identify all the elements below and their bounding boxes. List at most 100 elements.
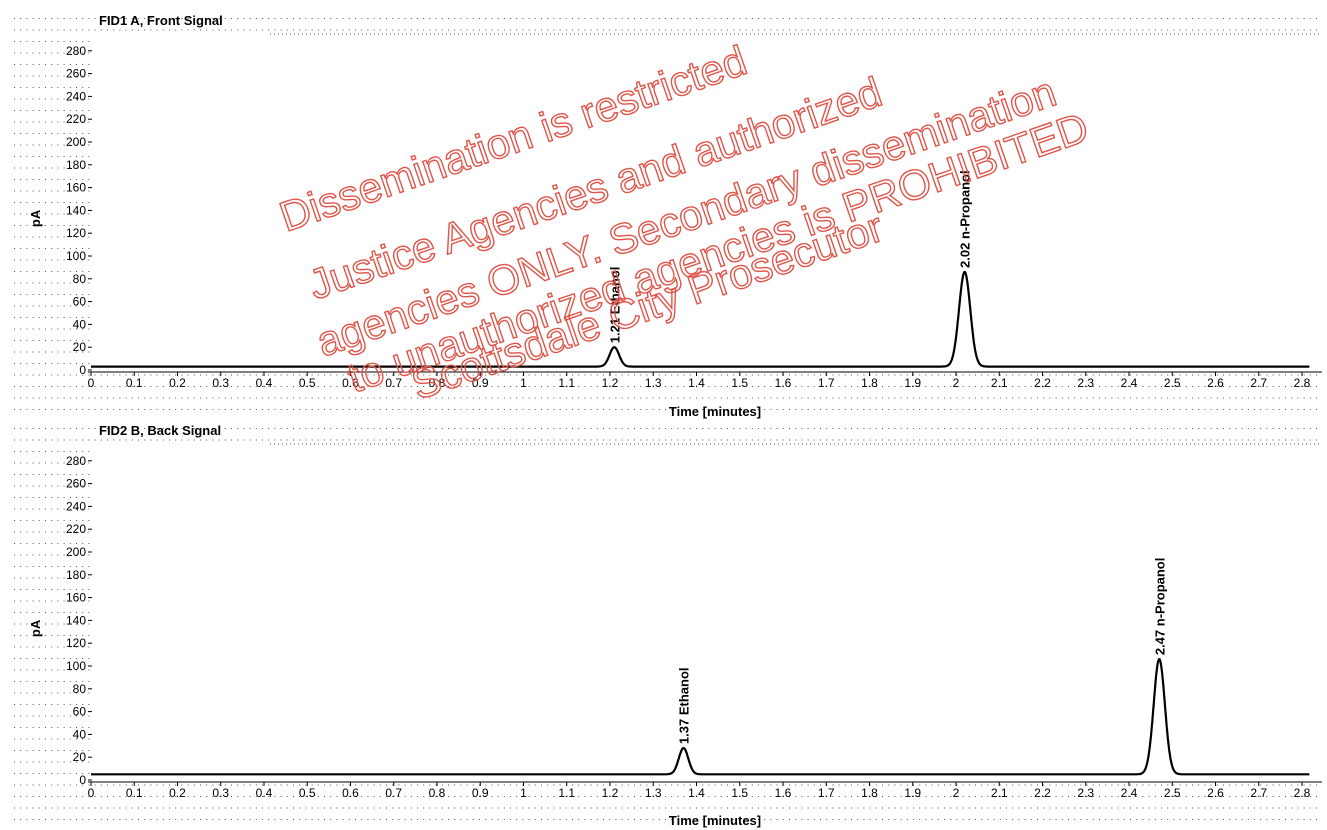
x-tick-label: 2.2 [1034,376,1051,390]
x-tick-label: 2.5 [1164,786,1181,800]
y-tick-label: 240 [66,89,86,103]
x-tick-label: 1 [520,786,527,800]
y-tick-label: 160 [66,181,86,195]
y-tick-label: 160 [66,591,86,605]
peak-label-1: 1.37 Ethanol [677,668,692,745]
x-tick-label: 1.5 [731,376,748,390]
x-tick-label: 2 [953,786,960,800]
x-tick-label: 1.4 [688,376,705,390]
x-tick-label: 2.1 [991,376,1008,390]
y-tick-label: 0 [79,363,86,377]
x-tick-label: 0.7 [385,786,402,800]
chart-title: FID2 B, Back Signal [99,423,221,438]
x-tick-label: 0.3 [212,786,229,800]
y-tick-label: 220 [66,522,86,536]
x-tick-label: 0.3 [212,376,229,390]
y-tick-label: 60 [73,295,87,309]
x-axis-label: Time [minutes] [669,404,761,419]
y-tick-label: 260 [66,67,86,81]
y-tick-label: 220 [66,112,86,126]
grid-dots [14,428,1317,820]
y-tick-label: 40 [73,727,87,741]
x-tick-label: 0.7 [385,376,402,390]
x-tick-label: 2.7 [1250,786,1267,800]
x-tick-label: 1.3 [645,376,662,390]
y-tick-label: 100 [66,659,86,673]
y-tick-label: 80 [73,272,87,286]
x-tick-label: 0.5 [299,786,316,800]
y-tick-label: 200 [66,135,86,149]
y-tick-label: 280 [66,44,86,58]
x-tick-label: 0.9 [472,786,489,800]
x-tick-label: 0.6 [342,376,359,390]
x-tick-label: 1 [520,376,527,390]
y-tick-label: 260 [66,477,86,491]
x-tick-label: 0 [88,376,95,390]
signal-trace [91,270,1310,368]
y-tick-label: 120 [66,636,86,650]
x-tick-label: 0.4 [256,786,273,800]
y-tick-label: 180 [66,568,86,582]
x-tick-label: 1.7 [818,376,835,390]
y-ticks: 0 20 40 60 80 100 120 140 160 180 200 220 240 260 280 [66,44,92,377]
x-tick-label: 0.9 [472,376,489,390]
x-tick-label: 1.1 [558,376,575,390]
x-tick-label: 1.2 [602,786,619,800]
y-tick-label: 60 [73,705,87,719]
x-tick-label: 1.7 [818,786,835,800]
y-tick-label: 140 [66,613,86,627]
peak-label-2: 2.47 n-Propanol [1152,558,1167,656]
x-tick-label: 0.6 [342,786,359,800]
x-tick-label: 0.2 [169,376,186,390]
y-tick-label: 240 [66,499,86,513]
x-tick-label: 2.1 [991,786,1008,800]
x-tick-label: 2.5 [1164,376,1181,390]
y-tick-label: 140 [66,203,86,217]
y-axis-label: pA [28,619,43,637]
chart-panel-2: FID2 B, Back SignalpA0204060801001201401… [14,423,1322,828]
y-tick-label: 20 [73,340,87,354]
x-ticks: 0 0.1 0.2 0.3 0.4 0.5 0.6 0.7 0.8 0.9 1 1.1 1.2 1.3 1.… [88,782,1311,800]
x-tick-label: 0.1 [126,786,143,800]
peak-label-1: 1.21 Ethanol [607,267,622,344]
signal-trace [91,657,1310,776]
x-tick-label: 2.8 [1294,376,1311,390]
x-tick-label: 2.4 [1121,786,1138,800]
y-tick-label: 280 [66,454,86,468]
x-tick-label: 1.6 [775,786,792,800]
y-tick-label: 40 [73,317,87,331]
x-tick-label: 1.4 [688,786,705,800]
y-tick-label: 200 [66,545,86,559]
watermark-line-3: agencies ONLY. Secondary dissemination [311,68,1062,366]
x-tick-label: 1.6 [775,376,792,390]
x-tick-label: 2.4 [1121,376,1138,390]
x-tick-label: 0 [88,786,95,800]
x-tick-label: 1.1 [558,786,575,800]
x-tick-label: 2.3 [1077,786,1094,800]
x-tick-label: 1.8 [861,786,878,800]
x-tick-label: 2.2 [1034,786,1051,800]
y-tick-label: 20 [73,750,87,764]
y-tick-label: 0 [79,773,86,787]
x-tick-label: 0.1 [126,376,143,390]
x-tick-label: 0.5 [299,376,316,390]
y-tick-label: 120 [66,226,86,240]
x-tick-label: 1.3 [645,786,662,800]
y-tick-label: 180 [66,158,86,172]
y-ticks: 0 20 40 60 80 100 120 140 160 180 200 220 240 260 280 [66,454,92,787]
x-tick-label: 0.2 [169,786,186,800]
peak-label-2: 2.02 n-Propanol [958,170,973,268]
x-tick-label: 1.9 [904,786,921,800]
x-tick-label: 2.7 [1250,376,1267,390]
y-axis-label: pA [28,209,43,227]
chart-title: FID1 A, Front Signal [99,13,223,28]
x-tick-label: 1.5 [731,786,748,800]
x-tick-label: 0.8 [429,376,446,390]
x-tick-label: 1.9 [904,376,921,390]
x-tick-label: 2.6 [1207,786,1224,800]
charts-layer: FID1 A, Front SignalpA020406080100120140… [14,13,1322,828]
y-tick-label: 100 [66,249,86,263]
x-axis-label: Time [minutes] [669,813,761,828]
x-tick-label: 1.2 [602,376,619,390]
